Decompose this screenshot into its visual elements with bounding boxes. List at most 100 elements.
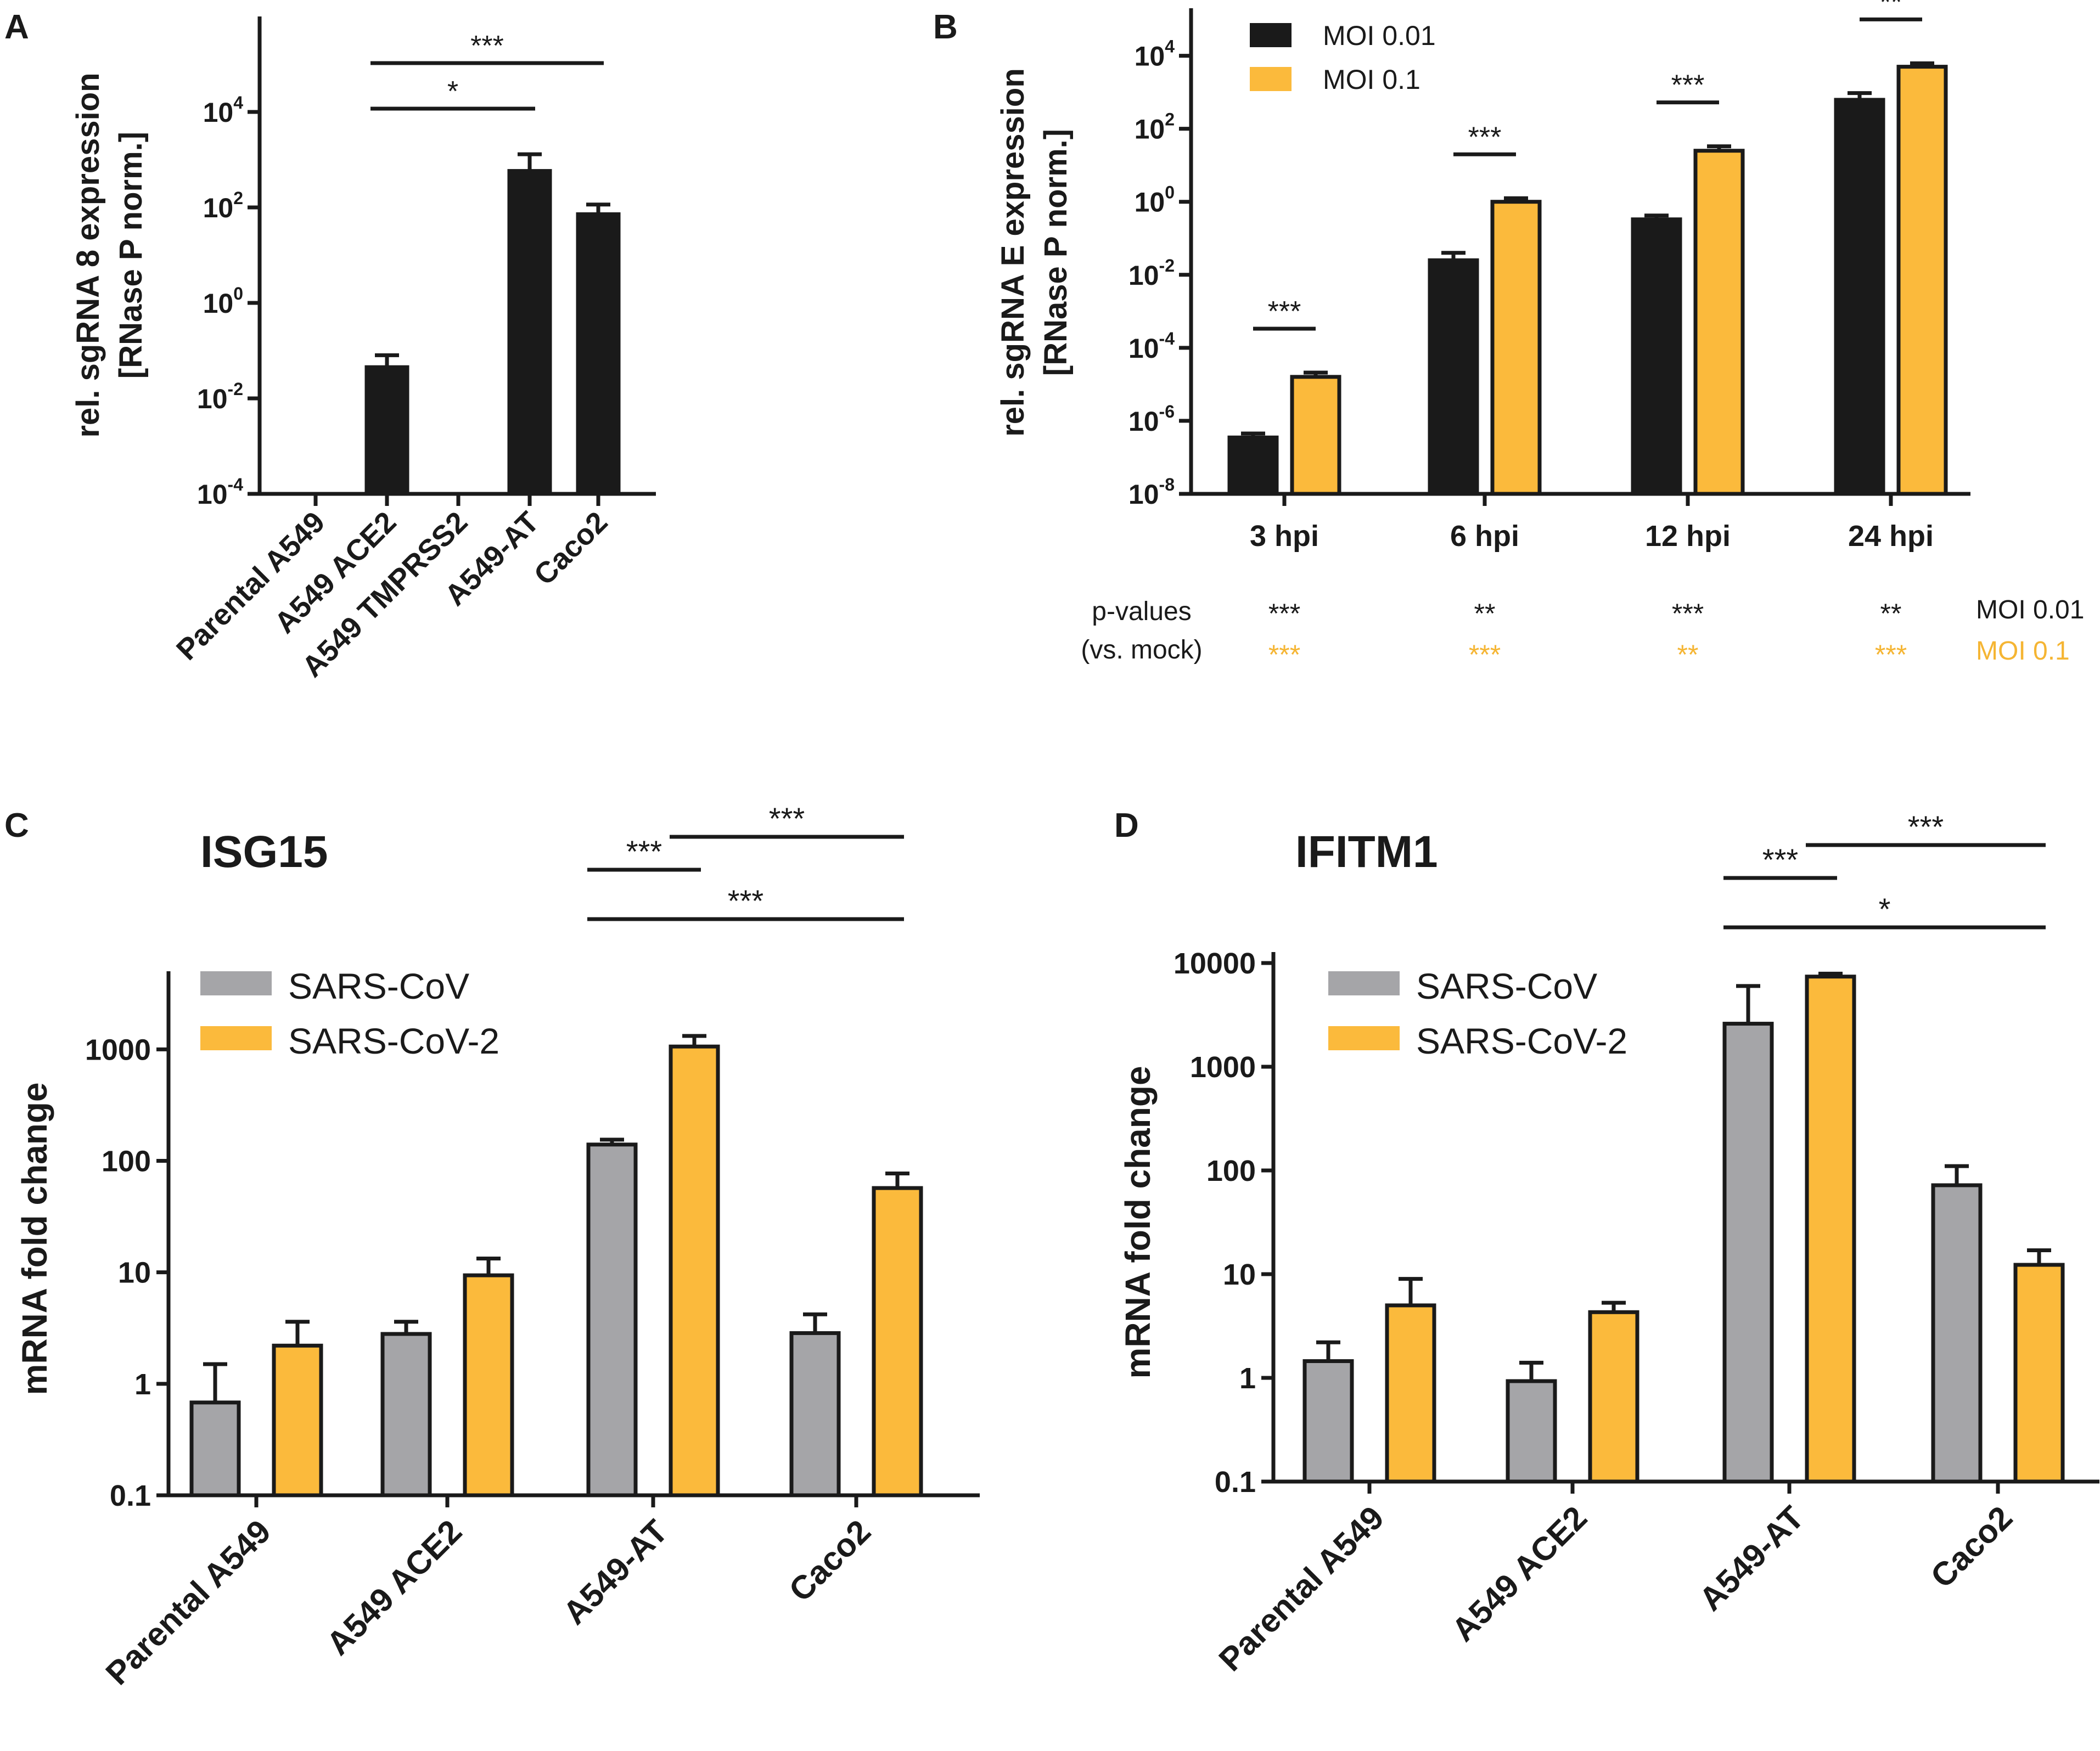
panel-letter-c: C <box>4 807 29 844</box>
panel-b-legend-swatch-0 <box>1250 23 1292 47</box>
panel-b-ylabel: rel. sgRNA E expression [RNase P norm.] <box>995 68 1074 437</box>
panel-a-error-3 <box>518 152 542 171</box>
panel-b-sig-bracket-3: ** <box>1860 0 1922 21</box>
panel-d-ytick-label-0: 0.1 <box>1215 1466 1256 1499</box>
panel-b-xlabel-3: 24 hpi <box>1848 520 1934 553</box>
panel-c-bar-0-0 <box>189 1400 241 1497</box>
panel-b-legend-swatch-1 <box>1250 67 1292 91</box>
panel-d-ytick-label-4: 1000 <box>1190 1051 1256 1084</box>
panel-b-sig-bracket-1: *** <box>1453 121 1516 156</box>
panel-a-sig-bracket-0-label: *** <box>470 30 504 62</box>
panel-b-bar-1-0 <box>1290 375 1341 496</box>
panel-d-error-0-0 <box>1316 1340 1340 1361</box>
panel-b-bar-0-0 <box>1227 435 1279 496</box>
panel-c-error-0-0 <box>203 1362 227 1403</box>
panel-letter-a: A <box>4 8 29 46</box>
panel-a-error-1 <box>375 353 399 368</box>
panel-c-legend-swatch-1 <box>200 1026 272 1050</box>
panel-c-legend-label-0: SARS-CoV <box>288 966 469 1006</box>
panel-letter-b: B <box>933 8 958 46</box>
panel-b-sig-bracket-1-label: *** <box>1468 121 1502 153</box>
panel-d-legend-label-0: SARS-CoV <box>1416 966 1597 1006</box>
panel-a-ylabel-line2: [RNase P norm.] <box>113 132 149 379</box>
panel-b-ylabel-line1: rel. sgRNA E expression <box>995 68 1031 437</box>
panel-b-pvalue-moi01-3: *** <box>1875 639 1907 670</box>
panel-c-sig-bracket-2: *** <box>587 883 904 921</box>
panel-c: ISG15 0.1 1 10 100 1000 mRNA fold change SARS-C… <box>15 801 980 1692</box>
panel-c-sig-bracket-0: *** <box>587 834 701 872</box>
panel-c-bar-0-1 <box>380 1332 432 1497</box>
panel-d-sig-bracket-0: *** <box>1723 842 1837 880</box>
panel-c-sig-bracket-0-label: *** <box>626 834 662 869</box>
panel-c-ytick-label-2: 10 <box>118 1257 151 1290</box>
panel-a-ytick-label-1: 10-2 <box>197 379 243 414</box>
panel-d-sig-bracket-1-label: *** <box>1908 809 1944 844</box>
panel-c-ytick-label-4: 1000 <box>85 1033 151 1066</box>
panel-b-pvalue-legend-moi001: MOI 0.01 <box>1976 595 2084 624</box>
panel-c-sig-bracket-1: *** <box>670 801 904 839</box>
panel-d-ylabel: mRNA fold change <box>1118 1066 1158 1378</box>
panel-d-bar-1-1 <box>1588 1310 1639 1484</box>
panel-c-bar-1-3 <box>872 1186 923 1497</box>
panel-b-sig-bracket-0-label: *** <box>1268 296 1301 328</box>
panel-d-ytick-label-3: 100 <box>1206 1155 1256 1187</box>
panel-c-error-0-1 <box>394 1320 418 1334</box>
panel-d-legend-swatch-1 <box>1328 1026 1400 1050</box>
panel-d-ytick-label-5: 10000 <box>1173 947 1256 980</box>
panel-b-legend-label-0: MOI 0.01 <box>1323 20 1436 51</box>
panel-d-error-0-3 <box>1945 1164 1969 1185</box>
panel-d-legend-label-1: SARS-CoV-2 <box>1416 1021 1627 1061</box>
panel-b-xlabel-2: 12 hpi <box>1645 520 1731 553</box>
panel-b-ylabel-line2: [RNase P norm.] <box>1038 129 1074 376</box>
panel-letter-d: D <box>1114 807 1139 844</box>
panel-c-error-1-0 <box>285 1320 310 1346</box>
panel-c-ytick-label-0: 0.1 <box>110 1479 151 1512</box>
panel-d-bar-0-2 <box>1722 1022 1774 1484</box>
panel-d-ytick-label-2: 10 <box>1223 1258 1256 1291</box>
panel-c-ytick-label-3: 100 <box>102 1145 151 1178</box>
panel-c-bar-0-3 <box>789 1331 841 1497</box>
panel-c-error-1-1 <box>476 1256 501 1276</box>
panel-c-sig-bracket-1-label: *** <box>769 801 805 836</box>
panel-b-sig-bracket-2: *** <box>1657 70 1719 105</box>
panel-a-ylabel-line1: rel. sgRNA 8 expression <box>70 72 106 437</box>
panel-c-ylabel: mRNA fold change <box>15 1082 54 1395</box>
panel-b-bar-0-1 <box>1428 258 1479 496</box>
panel-b-bar-1-3 <box>1896 65 1948 496</box>
panel-a-bar-3 <box>507 169 552 496</box>
panel-b-bar-1-1 <box>1490 200 1542 496</box>
panel-b-bar-1-2 <box>1693 149 1745 496</box>
panel-b-pvalue-moi001-3: ** <box>1880 598 1902 629</box>
panel-c-bar-1-1 <box>463 1273 514 1497</box>
panel-d-error-0-1 <box>1519 1360 1543 1381</box>
panel-b-ytick-label-5: 102 <box>1135 110 1175 145</box>
panel-c-bar-1-0 <box>272 1343 323 1497</box>
panel-d-sig-bracket-2-label: * <box>1879 892 1891 926</box>
panel-d-bar-1-3 <box>2013 1263 2065 1484</box>
panel-c-bar-0-2 <box>586 1142 638 1497</box>
panel-d-bar-1-0 <box>1385 1303 1436 1484</box>
panel-b-bar-0-2 <box>1631 217 1682 496</box>
panel-d-bar-0-0 <box>1302 1359 1354 1484</box>
panel-b-sig-bracket-2-label: *** <box>1671 70 1705 102</box>
panel-b-pvalue-moi001-0: *** <box>1268 598 1300 629</box>
panel-b-pvalue-legend-moi01: MOI 0.1 <box>1976 637 2070 666</box>
panel-a-ytick-label-4: 104 <box>203 93 244 128</box>
panel-b-pvalue-moi001-1: ** <box>1474 598 1496 629</box>
panel-b-pvalue-moi01-0: *** <box>1268 639 1300 670</box>
panel-b-pvalue-moi01-1: *** <box>1469 639 1501 670</box>
panel-a-bar-1 <box>364 365 409 496</box>
panel-d-ytick-label-1: 1 <box>1239 1362 1256 1395</box>
panel-b-sig-bracket-3-label: ** <box>1880 0 1902 18</box>
panel-b-pvalue-moi01-2: ** <box>1677 639 1699 670</box>
panel-d-error-1-3 <box>2027 1248 2051 1265</box>
panel-a-bar-4 <box>576 212 621 496</box>
panel-c-legend-label-1: SARS-CoV-2 <box>288 1021 499 1061</box>
panel-b-xlabel-1: 6 hpi <box>1450 520 1519 553</box>
panel-c-title: ISG15 <box>200 827 328 877</box>
panel-c-error-1-3 <box>885 1172 909 1189</box>
panel-c-bar-1-2 <box>669 1044 720 1497</box>
panel-b-pvalues-label-line1: p-values <box>1092 597 1191 626</box>
